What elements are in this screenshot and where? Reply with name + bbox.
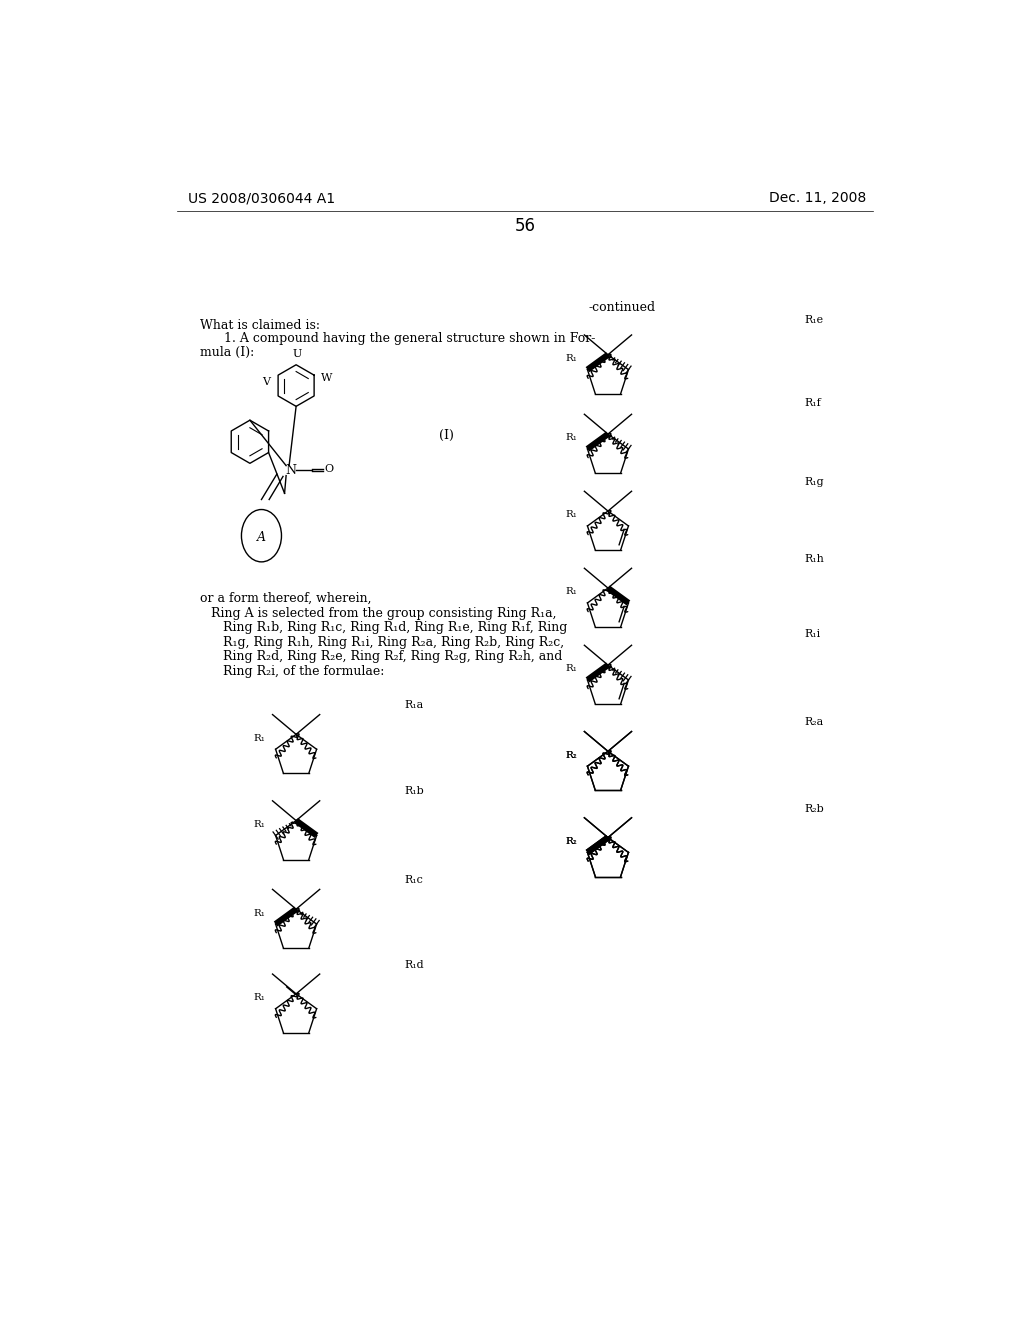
Text: US 2008/0306044 A1: US 2008/0306044 A1 <box>188 191 336 206</box>
Text: U: U <box>293 348 302 359</box>
Text: R₁: R₁ <box>253 993 265 1002</box>
Text: R₂a: R₂a <box>804 717 823 727</box>
Text: R₁e: R₁e <box>804 315 823 325</box>
Text: R₁g: R₁g <box>804 477 824 487</box>
Text: R₁f: R₁f <box>804 399 821 408</box>
Text: R₁: R₁ <box>565 587 578 597</box>
Text: R₁: R₁ <box>565 837 578 846</box>
Text: R₁: R₁ <box>253 908 265 917</box>
Text: (I): (I) <box>438 429 454 442</box>
Text: R₁a: R₁a <box>403 700 423 710</box>
Text: -continued: -continued <box>589 301 655 314</box>
Text: Ring R₂i, of the formulae:: Ring R₂i, of the formulae: <box>223 665 384 678</box>
Text: R₁: R₁ <box>565 751 578 759</box>
Text: R₂b: R₂b <box>804 804 824 814</box>
Text: R₁h: R₁h <box>804 554 824 564</box>
Text: Ring R₂d, Ring R₂e, Ring R₂f, Ring R₂g, Ring R₂h, and: Ring R₂d, Ring R₂e, Ring R₂f, Ring R₂g, … <box>223 651 562 664</box>
Text: What is claimed is:: What is claimed is: <box>200 318 319 331</box>
Text: R₁i: R₁i <box>804 630 820 639</box>
Text: V: V <box>262 376 270 387</box>
Text: W: W <box>321 372 332 383</box>
Text: R₁b: R₁b <box>403 787 424 796</box>
Text: 1. A compound having the general structure shown in For-: 1. A compound having the general structu… <box>200 333 595 346</box>
Text: R₂: R₂ <box>565 837 578 846</box>
Text: N: N <box>286 463 296 477</box>
Text: R₁: R₁ <box>253 734 265 743</box>
Text: R₁g, Ring R₁h, Ring R₁i, Ring R₂a, Ring R₂b, Ring R₂c,: R₁g, Ring R₁h, Ring R₁i, Ring R₂a, Ring … <box>223 636 564 649</box>
Text: Ring R₁b, Ring R₁c, Ring R₁d, Ring R₁e, Ring R₁f, Ring: Ring R₁b, Ring R₁c, Ring R₁d, Ring R₁e, … <box>223 622 567 634</box>
Text: R₁d: R₁d <box>403 961 424 970</box>
Text: A: A <box>257 531 266 544</box>
Text: Ring A is selected from the group consisting Ring R₁a,: Ring A is selected from the group consis… <box>211 607 557 619</box>
Text: mula (I):: mula (I): <box>200 346 254 359</box>
Text: O: O <box>325 465 334 474</box>
Text: R₁: R₁ <box>253 820 265 829</box>
Text: Dec. 11, 2008: Dec. 11, 2008 <box>769 191 866 206</box>
Text: R₂: R₂ <box>565 751 578 759</box>
Text: R₁: R₁ <box>565 664 578 673</box>
Text: R₁: R₁ <box>565 433 578 442</box>
Text: 56: 56 <box>514 218 536 235</box>
Text: R₁c: R₁c <box>403 875 423 884</box>
Text: R₁: R₁ <box>565 511 578 519</box>
Text: or a form thereof, wherein,: or a form thereof, wherein, <box>200 591 372 605</box>
Text: R₁: R₁ <box>565 354 578 363</box>
